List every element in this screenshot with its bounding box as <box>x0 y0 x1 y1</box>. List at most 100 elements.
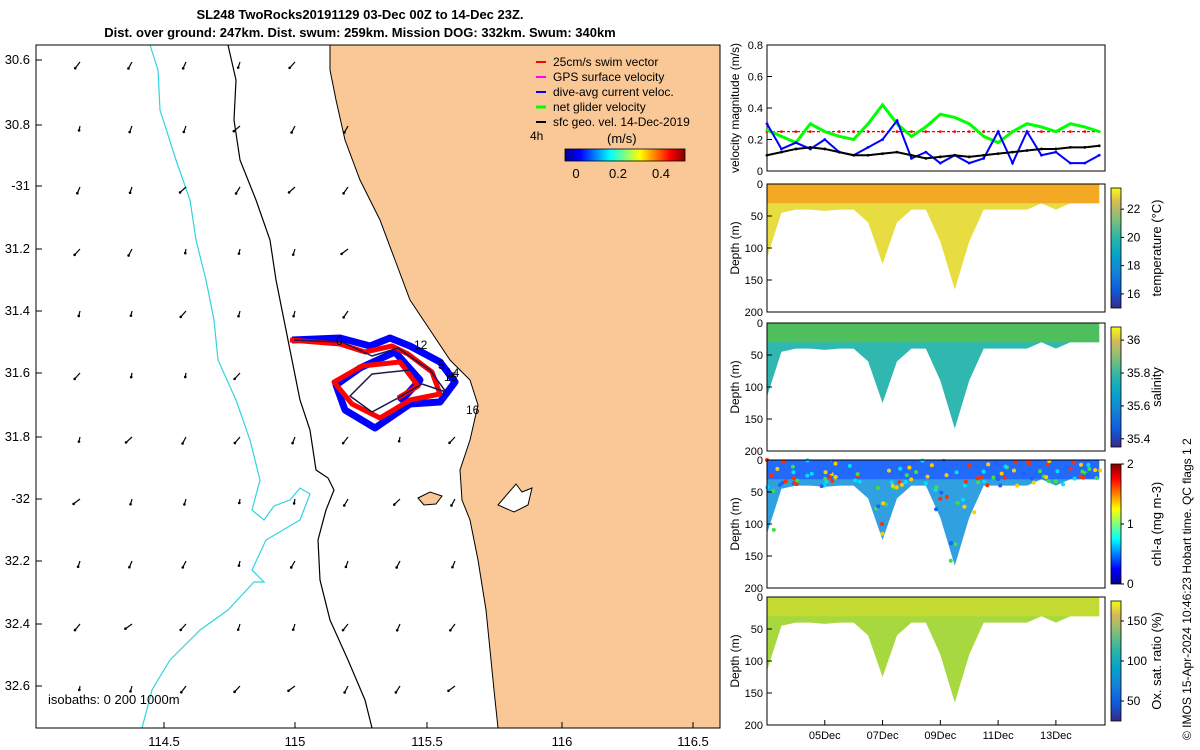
quiver-arrow <box>74 61 81 69</box>
colorbar-tick-0: 0 <box>572 166 579 181</box>
quiver-arrowhead <box>291 441 294 445</box>
quiver-arrowhead <box>183 503 186 506</box>
velocity-point-swim <box>924 130 928 134</box>
velocity-point-geo <box>953 153 957 157</box>
quiver-arrowhead <box>287 191 291 194</box>
quiver-arrowhead <box>183 251 187 255</box>
velocity-point-geo <box>808 145 812 149</box>
velocity-point-swim <box>1040 130 1043 134</box>
lat-tick-label: 32.2 <box>5 553 30 568</box>
section-colorbar <box>1110 463 1122 585</box>
chl-sample-dot <box>875 485 880 490</box>
velocity-point-net <box>852 138 856 141</box>
velocity-point-net <box>837 134 841 138</box>
quiver-arrowhead <box>289 566 293 569</box>
depth-ytick-label: 0 <box>757 592 763 604</box>
chl-sample-dot <box>890 483 895 488</box>
depth-ytick-label: 0 <box>757 318 763 330</box>
velocity-point-dac <box>881 138 884 141</box>
section-colorbar <box>1110 187 1122 309</box>
lat-tick-label: 31.2 <box>5 241 30 256</box>
chl-sample-dot <box>962 504 967 509</box>
chl-sample-dot <box>790 464 795 469</box>
chl-sample-dot <box>920 458 925 463</box>
velocity-point-dac <box>823 138 827 141</box>
velocity-point-swim <box>938 130 942 134</box>
quiver-arrowhead <box>237 314 240 318</box>
title-line-1: SL248 TwoRocks20191129 03-Dec 00Z to 14-… <box>196 7 524 22</box>
quiver-arrow <box>233 125 241 132</box>
velocity-point-geo <box>881 152 884 156</box>
depth-ylabel: Depth (m) <box>728 221 742 274</box>
velocity-point-swim <box>837 130 841 134</box>
velocity-point-net <box>1068 122 1072 126</box>
velocity-point-net <box>938 112 942 116</box>
velocity-point-swim <box>794 130 798 134</box>
chl-sample-dot <box>995 477 1000 482</box>
depth-ytick-label: 150 <box>745 414 763 426</box>
velocity-series-net <box>766 102 1100 145</box>
quiver-arrowhead <box>287 689 290 693</box>
quiver-arrow <box>180 310 187 318</box>
chl-sample-dot <box>1071 460 1076 465</box>
chl-sample-dot <box>1093 468 1098 473</box>
velocity-point-dac <box>924 150 928 154</box>
track-label-5: 5 <box>438 358 445 372</box>
quiver-arrowhead <box>288 66 291 70</box>
quiver-arrowhead <box>342 316 345 319</box>
quiver-arrowhead <box>449 628 452 632</box>
velocity-point-geo <box>1054 147 1058 151</box>
chl-sample-dot <box>944 494 949 499</box>
velocity-point-swim <box>910 130 913 134</box>
chl-sample-dot <box>1085 472 1090 477</box>
velocity-point-net <box>1054 130 1058 134</box>
chl-sample-dot <box>925 474 930 479</box>
depth-ytick-label: 50 <box>751 211 763 223</box>
velocity-point-geo <box>794 147 798 151</box>
colorbar-tick-label: 18 <box>1127 259 1141 273</box>
quiver-arrowhead <box>237 501 241 505</box>
quiver-arrowhead <box>292 314 295 318</box>
velocity-point-dac <box>794 141 798 145</box>
chl-sample-dot <box>1015 483 1020 488</box>
chl-sample-dot <box>909 477 914 482</box>
chl-sample-dot <box>781 459 786 464</box>
velocity-point-net <box>823 130 827 134</box>
colorbar-label: salinity <box>1149 367 1164 407</box>
quiver-arrowhead <box>181 566 185 569</box>
chl-sample-dot <box>819 484 824 489</box>
velocity-point-swim <box>881 130 884 134</box>
velocity-point-dac <box>866 145 870 149</box>
chl-sample-dot <box>911 459 916 464</box>
velocity-point-swim <box>852 130 856 134</box>
quiver-arrow <box>125 436 133 443</box>
track-label-16: 16 <box>466 403 480 417</box>
quiver-arrow <box>393 498 401 506</box>
chl-sample-dot <box>847 463 852 468</box>
colorbar-tick-label: 50 <box>1127 694 1141 708</box>
quiver-arrowhead <box>124 441 128 444</box>
chl-sample-dot <box>1046 479 1051 484</box>
depth-ytick-label: 150 <box>745 688 763 700</box>
quiver-arrowhead <box>447 689 450 693</box>
velocity-axes <box>766 44 1106 172</box>
velocity-point-geo <box>938 155 942 159</box>
legend-geo: sfc geo. vel. 14-Dec-2019 <box>553 115 690 129</box>
chl-sample-dot <box>1086 462 1091 467</box>
velocity-point-geo <box>895 150 899 154</box>
quiver-arrowhead <box>344 565 348 569</box>
lat-tick-label: -31 <box>11 178 30 193</box>
time-xtick-label: 09Dec <box>924 730 956 742</box>
chl-sample-dot <box>934 507 939 512</box>
chl-sample-dot <box>986 462 991 467</box>
chl-sample-dot <box>904 473 909 478</box>
chl-sample-dot <box>967 463 972 468</box>
colorbar-tick-2: 0.4 <box>652 166 670 181</box>
quiver-arrowhead <box>450 504 453 507</box>
colorbar-tick-label: 100 <box>1127 654 1147 668</box>
velocity-point-dac <box>1011 161 1014 165</box>
velocity-point-net <box>780 134 783 138</box>
quiver-arrowhead <box>292 502 296 505</box>
depth-ytick-label: 0 <box>757 179 763 191</box>
chl-sample-dot <box>961 497 966 502</box>
